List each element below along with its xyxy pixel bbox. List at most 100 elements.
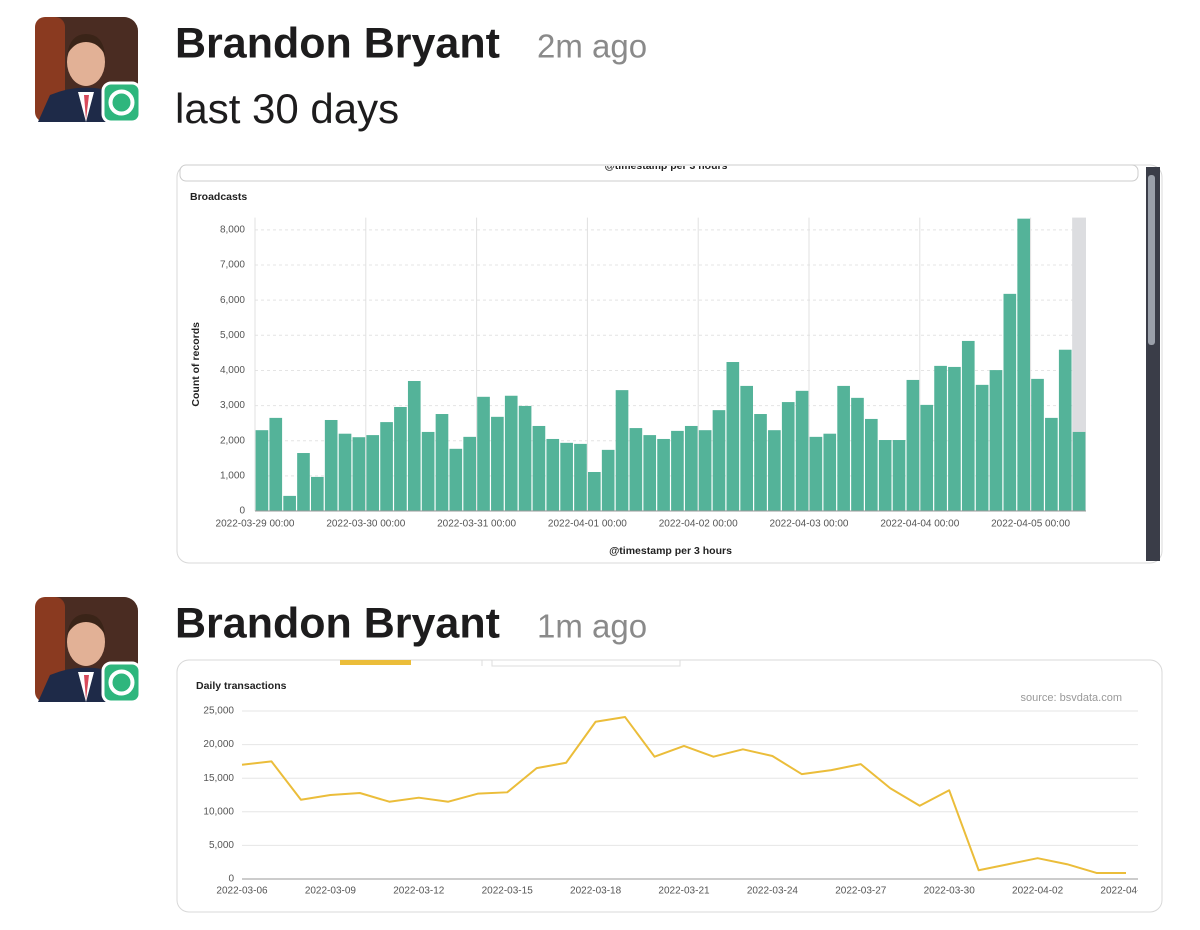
bar [1045,417,1058,511]
bar [477,396,490,511]
x-tick-label: 2022-03-18 [570,886,622,897]
bar [684,425,698,511]
y-axis-label: Count of records [190,322,202,407]
scrollbar [1148,175,1155,345]
bar [504,395,518,511]
x-tick-label: 2022-04-05 [1100,886,1152,897]
x-tick-label: 2022-04-04 00:00 [880,519,959,530]
tab-indicator [340,660,411,665]
bar [754,414,767,511]
y-tick-label: 8,000 [220,225,245,236]
x-tick-label: 2022-04-02 [1012,886,1064,897]
bar [421,431,435,511]
bar [311,476,324,511]
x-tick-label: 2022-03-21 [658,886,710,897]
bar [657,438,670,511]
bar [1058,349,1072,511]
bar [1031,378,1044,511]
x-tick-label: 2022-03-31 00:00 [437,519,516,530]
y-tick-label: 4,000 [220,365,245,376]
bar [795,390,809,511]
bar [1017,218,1030,512]
bar [975,384,989,511]
y-tick-label: 25,000 [203,706,234,717]
bar [269,417,283,511]
bar [394,406,407,511]
bar [920,404,934,511]
bar [726,362,740,511]
bar [518,405,532,511]
bar [671,430,684,511]
y-tick-label: 7,000 [220,260,245,271]
bar [324,419,338,511]
y-tick-label: 6,000 [220,295,245,306]
bar [532,425,546,511]
avatar[interactable] [35,17,142,124]
x-tick-label: 2022-04-01 00:00 [548,519,627,530]
x-tick-label: 2022-04-03 00:00 [770,519,849,530]
source-note: source: bsvdata.com [1021,692,1123,704]
y-tick-label: 5,000 [220,330,245,341]
author[interactable]: Brandon Bryant [175,599,500,647]
bar [865,418,878,511]
x-tick-label: 2022-03-09 [305,886,357,897]
y-tick-label: 0 [228,874,234,885]
chart-title: Broadcasts [190,191,247,203]
bar [615,390,629,511]
y-tick-label: 5,000 [209,840,234,851]
bar [809,436,823,511]
bar [338,433,352,511]
bar [823,433,837,511]
bar [712,410,726,511]
tab-box [491,659,681,667]
bar [463,436,476,511]
bar [837,385,850,511]
image-panel[interactable] [176,659,1163,913]
bar [740,385,753,511]
bar [574,443,587,511]
timestamp[interactable]: 1m ago [537,608,647,645]
bar [380,422,393,511]
bar [283,495,296,511]
x-tick-label: 2022-03-30 00:00 [326,519,405,530]
x-tick-label: 2022-03-12 [393,886,445,897]
bar [906,379,920,511]
x-tick-label: 2022-04-05 00:00 [991,519,1070,530]
bar [961,340,975,511]
bar [768,430,781,511]
y-tick-label: 2,000 [220,435,245,446]
bar [643,435,657,511]
y-tick-label: 15,000 [203,773,234,784]
y-tick-label: 1,000 [220,471,245,482]
chart: Daily transactions source: bsvdata.com 0 5,… [196,680,1152,897]
bar [948,366,961,511]
bar [629,428,643,511]
bar [892,440,906,511]
x-tick-label: 2022-03-29 00:00 [216,519,295,530]
bar [1003,293,1017,511]
chart: @timestamp per 3 hours Broadcasts Count of… [190,166,1086,557]
bar [449,448,463,511]
x-tick-label: 2022-03-24 [747,886,799,897]
bar [491,416,504,511]
bar [435,414,449,511]
x-tick-label: 2022-03-15 [482,886,534,897]
bar [934,365,947,511]
avatar[interactable] [35,597,142,704]
data-line [241,716,1126,874]
header-strip [179,164,1139,182]
y-tick-label: 10,000 [203,806,234,817]
bar [407,380,421,511]
author[interactable]: Brandon Bryant [175,19,500,67]
bar [1072,431,1086,511]
x-tick-label: 2022-04-02 00:00 [659,519,738,530]
timestamp[interactable]: 2m ago [537,28,647,65]
bar [588,471,601,511]
bar [781,402,795,511]
y-tick-label: 0 [239,506,245,517]
bar [989,370,1003,511]
x-axis-label: @timestamp per 3 hours [609,545,732,557]
message-text: last 30 days [175,85,399,132]
x-tick-label: 2022-03-06 [216,886,268,897]
